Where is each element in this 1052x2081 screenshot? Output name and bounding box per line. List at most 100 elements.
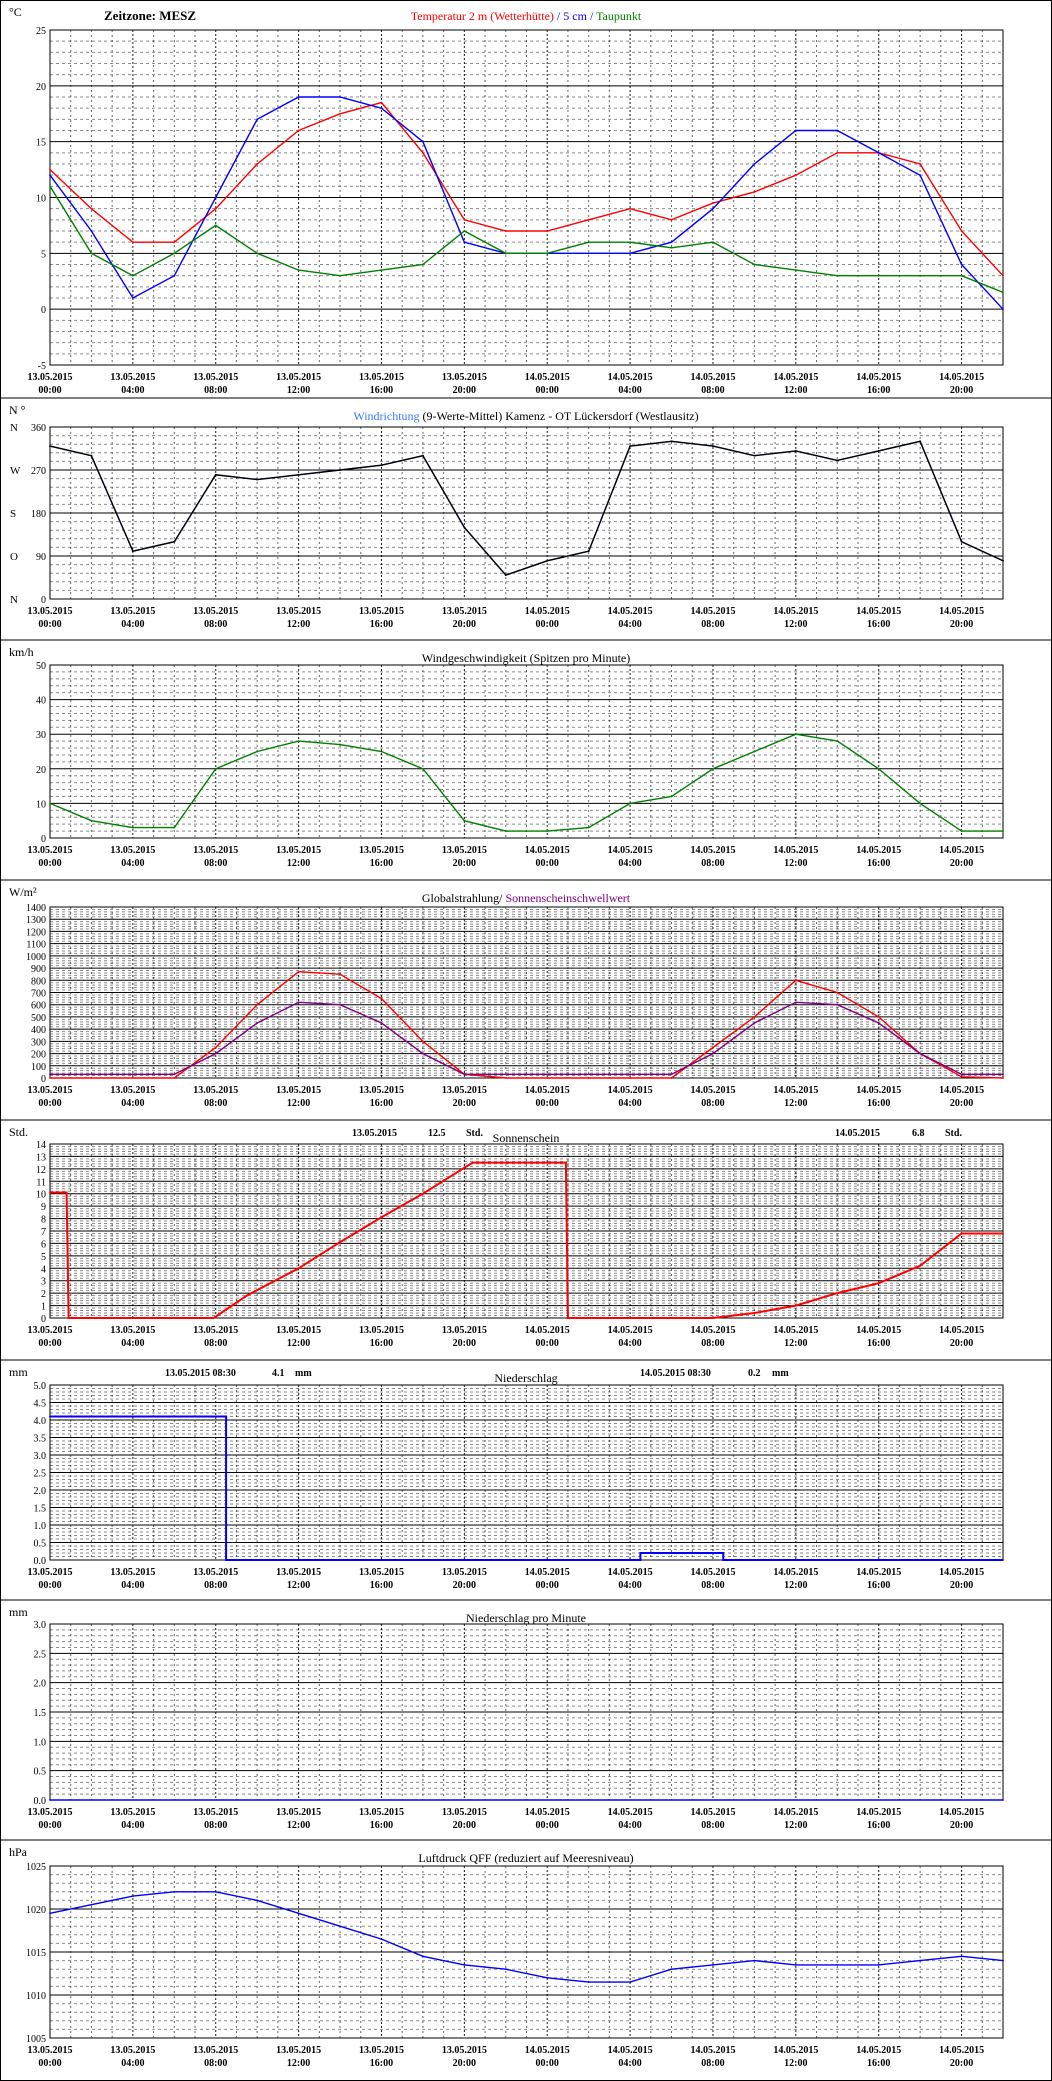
x-tick-date: 14.05.2015 [690,606,735,617]
x-tick-date: 14.05.2015 [773,845,818,856]
data-point [794,1304,797,1307]
data-point [49,185,51,188]
data-point [877,274,880,277]
data-point [90,230,93,232]
y-tick-label: 4.0 [34,1416,47,1427]
data-point [504,230,507,232]
data-point [225,1415,227,1418]
data-point [960,540,963,543]
data-point [836,991,839,994]
x-tick-date: 13.05.2015 [359,2045,404,2056]
x-tick-date: 13.05.2015 [193,1085,238,1096]
data-point [712,207,714,210]
header-left-unit: mm [295,1368,312,1379]
x-tick-date: 14.05.2015 [773,1325,818,1336]
timezone-label: Zeitzone: MESZ [104,8,196,23]
data-point [919,1264,922,1267]
header-right-unit: mm [772,1368,789,1379]
x-tick-date: 13.05.2015 [359,1085,404,1096]
data-point [504,1968,507,1971]
data-point [256,478,259,481]
x-tick-date: 13.05.2015 [28,1325,73,1336]
data-point [380,1216,383,1219]
x-tick-date: 13.05.2015 [442,845,487,856]
y-tick-label: 4.5 [34,1399,47,1410]
y-tick-label: 1025 [26,1862,46,1873]
data-point [836,1964,839,1966]
data-point [722,1559,725,1561]
data-point [546,559,549,562]
x-tick-date: 14.05.2015 [939,1807,984,1818]
data-point [670,795,673,798]
x-tick-date: 14.05.2015 [525,1567,570,1578]
y-tick-label: 400 [31,1025,46,1036]
data-point [960,1955,963,1958]
x-tick-date: 14.05.2015 [690,1567,735,1578]
x-tick-time: 04:00 [618,1098,641,1109]
x-tick-time: 04:00 [618,2058,641,2069]
chart-title-part: Niederschlag [494,1371,557,1385]
x-tick-time: 00:00 [38,2058,61,2069]
x-tick-time: 16:00 [370,1098,393,1109]
x-tick-time: 20:00 [950,2058,973,2069]
y-tick-label: 3 [41,1277,46,1288]
x-tick-date: 13.05.2015 [110,1325,155,1336]
header-right-unit: Std. [945,1128,962,1139]
data-point [639,1559,642,1561]
plot-frame [49,1865,1004,2039]
x-tick-date: 13.05.2015 [276,1085,321,1096]
y-tick-label: 5 [41,1252,46,1263]
y-tick-label: 100 [31,1062,46,1073]
data-point [919,163,922,165]
y-axis-label: W/m² [9,885,37,899]
x-tick-date: 14.05.2015 [608,372,653,383]
x-tick-date: 14.05.2015 [608,606,653,617]
y-tick-label: 180 [31,509,46,520]
x-tick-date: 13.05.2015 [276,1567,321,1578]
data-point [712,241,714,244]
y-tick-label: 3.0 [34,1451,47,1462]
x-tick-time: 20:00 [950,1098,973,1109]
data-point [587,218,590,221]
data-point [877,1282,880,1285]
y-tick-label: 4 [41,1264,46,1275]
data-point [49,445,51,448]
data-point [629,207,631,210]
x-tick-time: 00:00 [536,1098,559,1109]
data-point [1002,1073,1004,1076]
data-point [90,454,93,457]
data-point [712,445,714,448]
x-tick-date: 13.05.2015 [276,372,321,383]
y-tick-label: 700 [31,989,46,1000]
y-tick-label: 25 [36,26,46,37]
data-point [422,1040,424,1043]
data-point [919,440,922,443]
data-point [1002,1232,1004,1235]
data-point [245,1294,248,1297]
x-tick-date: 13.05.2015 [442,1085,487,1096]
y-tick-label: 10 [36,799,46,810]
data-point [712,202,714,204]
chart-panel-7: 0.0 0.5 1.0 1.5 2.0 2.5 3.0 mm Niederschlag pro … [0,1599,1052,1831]
y-tick-label: 5.0 [34,1381,47,1392]
y-tick-label: 800 [31,976,46,987]
y-tick-label: 1010 [26,1991,46,2002]
data-point [546,252,549,255]
series-line [49,101,1004,277]
x-tick-time: 12:00 [784,619,807,630]
data-point [794,129,797,132]
y-tick-label: 600 [31,1001,46,1012]
x-tick-time: 04:00 [121,1338,144,1349]
data-point [712,1964,714,1966]
x-tick-time: 16:00 [370,2058,393,2069]
x-tick-date: 14.05.2015 [773,372,818,383]
x-tick-date: 14.05.2015 [939,845,984,856]
data-point [131,1073,134,1076]
y-axis-label: hPa [9,1845,28,1859]
x-tick-time: 12:00 [287,1098,310,1109]
data-point [504,1077,507,1079]
data-point [960,1075,963,1078]
data-point [90,252,93,255]
x-tick-time: 04:00 [618,1820,641,1831]
